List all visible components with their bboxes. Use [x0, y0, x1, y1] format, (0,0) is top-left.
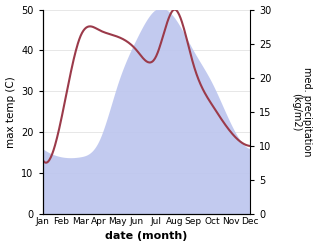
- X-axis label: date (month): date (month): [105, 231, 187, 242]
- Y-axis label: max temp (C): max temp (C): [5, 76, 16, 148]
- Y-axis label: med. precipitation
(kg/m2): med. precipitation (kg/m2): [291, 67, 313, 157]
